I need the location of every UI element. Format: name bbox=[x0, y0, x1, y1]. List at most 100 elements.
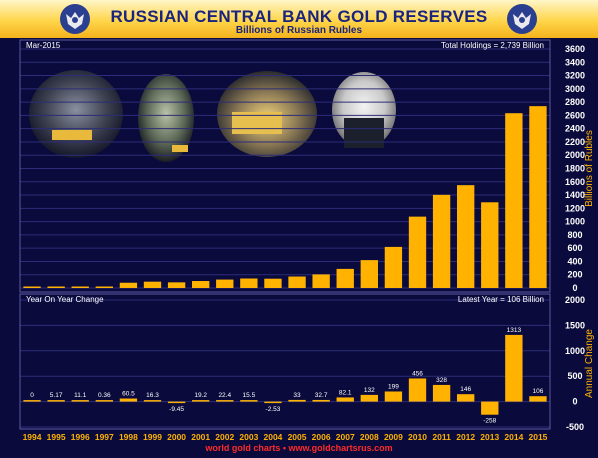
photo-row bbox=[29, 70, 396, 162]
top-bar bbox=[95, 286, 113, 288]
bottom-data-label: 0.36 bbox=[98, 392, 111, 399]
top-y-tick-label: 1800 bbox=[565, 164, 585, 174]
x-tick-label: 2009 bbox=[384, 432, 403, 442]
bottom-panel-frame bbox=[19, 293, 551, 430]
bottom-data-label: 33 bbox=[293, 392, 301, 399]
bottom-bar bbox=[192, 400, 210, 402]
x-tick-label: 1995 bbox=[47, 432, 66, 442]
top-bar bbox=[71, 286, 89, 288]
x-tick-label: 2010 bbox=[408, 432, 427, 442]
top-bar bbox=[529, 106, 547, 289]
double-headed-eagle-emblem-icon bbox=[60, 4, 90, 34]
bottom-data-label: -2.53 bbox=[266, 406, 281, 413]
bottom-bar bbox=[312, 399, 330, 402]
bottom-data-label: 456 bbox=[412, 370, 423, 377]
bottom-bar bbox=[505, 334, 523, 402]
photo-gold-bars-meeting bbox=[29, 70, 123, 158]
bottom-y-tick-label: 1500 bbox=[565, 320, 585, 330]
x-tick-label: 1994 bbox=[23, 432, 42, 442]
top-bar bbox=[288, 276, 306, 288]
bottom-data-label: 11.1 bbox=[74, 392, 87, 399]
bottom-data-label: 19.2 bbox=[194, 392, 207, 399]
top-bar bbox=[167, 282, 186, 288]
top-corner-label-left: Mar-2015 bbox=[26, 41, 61, 50]
chart-subtitle: Billions of Russian Rubles bbox=[235, 25, 363, 36]
bottom-data-label: 16.3 bbox=[146, 392, 159, 399]
bottom-bar bbox=[408, 378, 427, 402]
x-tick-label: 2003 bbox=[239, 432, 258, 442]
bottom-bar bbox=[432, 384, 451, 402]
x-tick-label: 2004 bbox=[263, 432, 282, 442]
x-tick-label: 2008 bbox=[360, 432, 379, 442]
bottom-bar bbox=[529, 396, 547, 402]
photo-official-with-gold bbox=[138, 74, 194, 162]
bottom-bar bbox=[457, 394, 475, 402]
bottom-y-tick-label: 1000 bbox=[565, 346, 585, 356]
top-bar bbox=[432, 194, 451, 288]
top-panel-frame bbox=[19, 39, 551, 293]
top-bar bbox=[119, 282, 138, 288]
x-tick-label: 2013 bbox=[480, 432, 499, 442]
top-y-tick-label: 2600 bbox=[565, 110, 585, 120]
chart-title: RUSSIAN CENTRAL BANK GOLD RESERVES bbox=[110, 7, 488, 26]
bottom-data-label: 132 bbox=[364, 387, 375, 394]
top-y-tick-label: 1000 bbox=[565, 217, 585, 227]
bottom-bar bbox=[384, 391, 403, 402]
top-y-tick-label: 2000 bbox=[565, 150, 585, 160]
suit-shape bbox=[344, 118, 384, 148]
top-y-axis-label: Billions of Rubles bbox=[584, 130, 595, 207]
x-tick-label: 2007 bbox=[336, 432, 355, 442]
bottom-data-label: 5.17 bbox=[50, 392, 63, 399]
bottom-y-tick-label: 0 bbox=[572, 397, 577, 407]
top-bar bbox=[336, 268, 354, 288]
bottom-y-tick-label: 500 bbox=[567, 371, 582, 381]
bottom-data-label: 1313 bbox=[507, 327, 522, 334]
bottom-y-tick-label: 2000 bbox=[565, 295, 585, 305]
top-y-tick-label: 600 bbox=[567, 243, 582, 253]
top-y-tick-label: 1200 bbox=[565, 203, 585, 213]
bottom-bar bbox=[167, 401, 186, 404]
bottom-bar bbox=[47, 400, 65, 402]
top-bar bbox=[457, 185, 475, 288]
top-bar bbox=[192, 281, 210, 288]
x-tick-label: 2001 bbox=[191, 432, 210, 442]
bottom-y-axis-label: Annual Change bbox=[584, 329, 595, 398]
top-y-tick-label: 1400 bbox=[565, 190, 585, 200]
bottom-bar bbox=[360, 394, 378, 402]
bottom-data-label: 60.5 bbox=[122, 391, 135, 398]
top-y-tick-label: 200 bbox=[567, 270, 582, 280]
bottom-bar bbox=[143, 400, 162, 402]
bottom-bar bbox=[71, 400, 89, 402]
top-bar bbox=[312, 274, 330, 288]
x-tick-label: 1999 bbox=[143, 432, 162, 442]
top-corner-label-right: Total Holdings = 2,739 Billion bbox=[441, 41, 544, 50]
top-y-tick-label: 2200 bbox=[565, 137, 585, 147]
top-bar bbox=[240, 278, 258, 288]
bottom-data-label: 106 bbox=[533, 388, 544, 395]
footer-credit: world gold charts • www.goldchartsrus.co… bbox=[205, 443, 393, 453]
bottom-data-label: 82.1 bbox=[339, 389, 352, 396]
bottom-bar bbox=[264, 401, 282, 404]
top-y-tick-label: 3400 bbox=[565, 57, 585, 67]
x-tick-label: 1996 bbox=[71, 432, 90, 442]
x-tick-label: 1997 bbox=[95, 432, 114, 442]
bottom-bar bbox=[288, 399, 306, 402]
bottom-bar bbox=[119, 398, 138, 402]
bottom-bar bbox=[216, 400, 234, 402]
x-tick-label: 2011 bbox=[432, 432, 451, 442]
top-y-tick-label: 2400 bbox=[565, 124, 585, 134]
top-y-tick-label: 3000 bbox=[565, 84, 585, 94]
bottom-data-label: -258 bbox=[483, 418, 496, 425]
bottom-data-label: 22.4 bbox=[218, 392, 231, 399]
x-tick-label: 2014 bbox=[504, 432, 523, 442]
top-bar bbox=[360, 260, 378, 288]
top-bar bbox=[481, 202, 499, 288]
top-bar bbox=[47, 286, 65, 288]
x-tick-label: 2002 bbox=[215, 432, 234, 442]
top-bar bbox=[408, 216, 427, 288]
x-tick-label: 2005 bbox=[288, 432, 307, 442]
bottom-corner-label-right: Latest Year = 106 Billion bbox=[458, 295, 544, 304]
x-tick-label: 1998 bbox=[119, 432, 138, 442]
